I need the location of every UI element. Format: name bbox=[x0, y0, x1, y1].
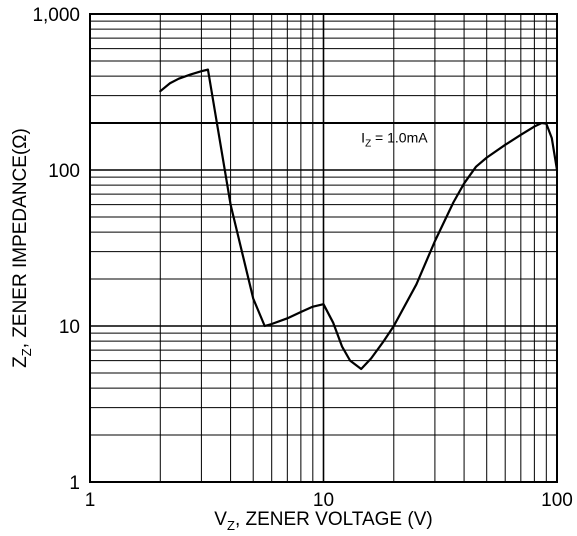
x-tick-label: 10 bbox=[313, 490, 334, 511]
annotation-rest: = 1.0mA bbox=[371, 130, 428, 146]
test-current-annotation: IZ = 1.0mA bbox=[361, 130, 428, 150]
y-axis-title-rest: , ZENER IMPEDANCE(Ω) bbox=[10, 128, 31, 348]
annotation-main: I bbox=[361, 130, 365, 146]
y-tick-label: 1 bbox=[69, 473, 80, 494]
x-axis-title: VZ, ZENER VOLTAGE (V) bbox=[214, 509, 432, 533]
y-axis-title-sub: Z bbox=[19, 348, 34, 356]
x-tick-label: 100 bbox=[541, 490, 573, 511]
y-axis-title: ZZ, ZENER IMPEDANCE(Ω) bbox=[10, 128, 34, 368]
y-tick-label: 100 bbox=[48, 161, 80, 182]
plot-frame bbox=[89, 13, 558, 483]
impedance-curve bbox=[159, 68, 559, 371]
x-axis-title-rest: , ZENER VOLTAGE (V) bbox=[235, 509, 433, 530]
x-axis-title-sub: Z bbox=[227, 518, 235, 533]
y-axis-title-main: Z bbox=[10, 356, 31, 368]
y-tick-label: 1,000 bbox=[32, 5, 80, 26]
x-tick-label: 1 bbox=[85, 490, 96, 511]
y-tick-label: 10 bbox=[59, 317, 80, 338]
grid bbox=[90, 14, 557, 482]
y-tick-labels: 1 10 100 1,000 bbox=[32, 5, 80, 494]
x-axis-title-main: V bbox=[214, 509, 227, 530]
x-tick-labels: 1 10 100 bbox=[85, 490, 573, 511]
annotation-sub: Z bbox=[365, 139, 371, 150]
